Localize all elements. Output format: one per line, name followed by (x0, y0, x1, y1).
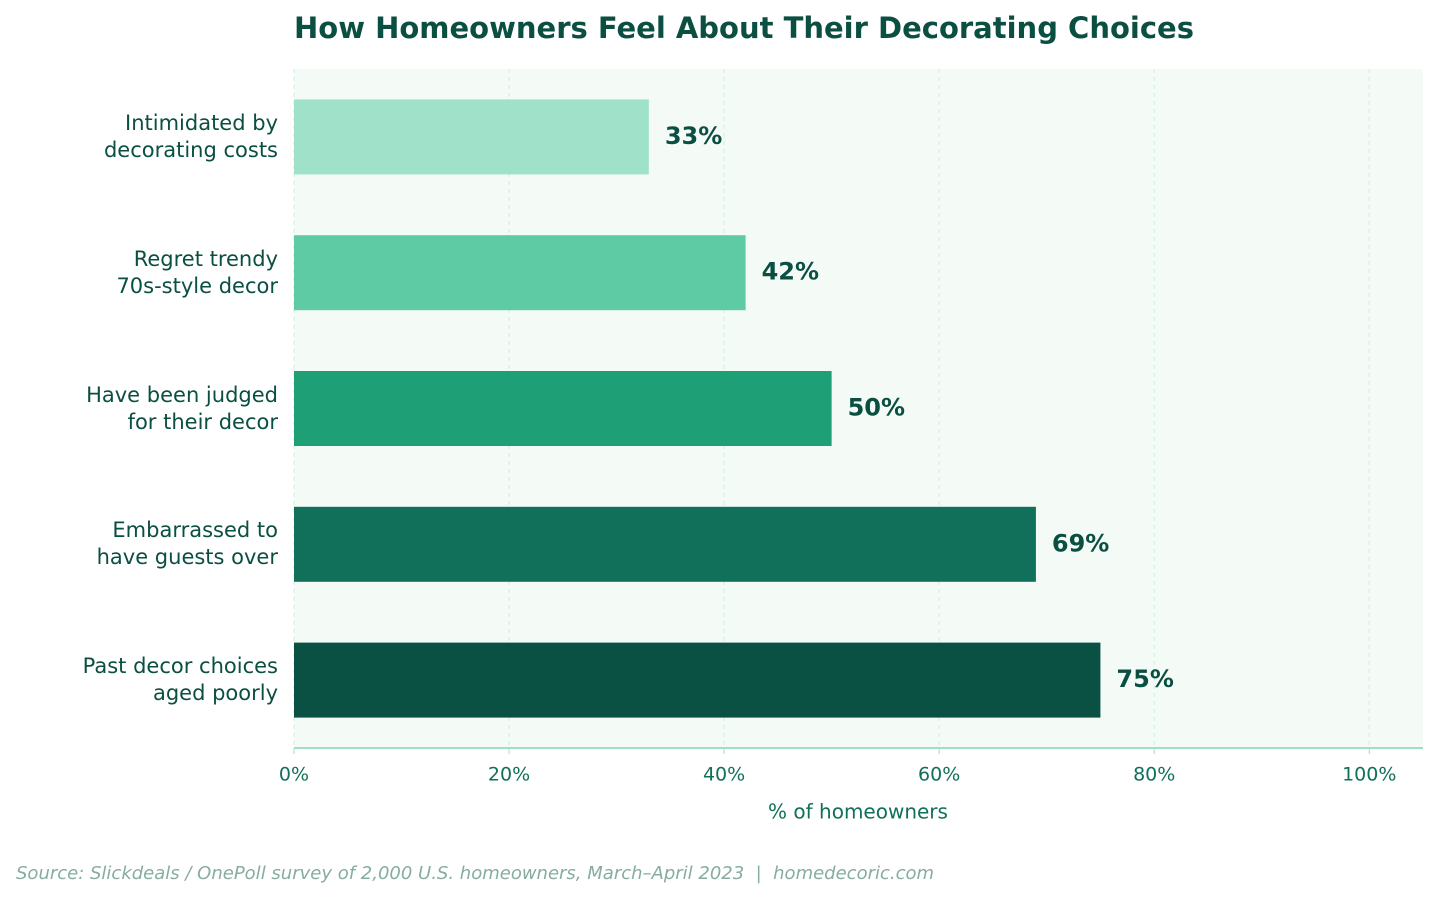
value-label: 42% (762, 258, 819, 286)
y-tick-label: Have been judged for their decor (86, 382, 278, 434)
y-tick-label: Intimidated by decorating costs (103, 110, 278, 162)
x-tick-label: 100% (1342, 764, 1396, 786)
value-label: 50% (848, 394, 905, 422)
y-tick-label: Regret trendy 70s-style decor (116, 246, 278, 298)
bar (294, 235, 746, 311)
x-tick-label: 60% (918, 764, 960, 786)
bar (294, 371, 832, 446)
value-label: 69% (1052, 529, 1109, 557)
chart-title: How Homeowners Feel About Their Decorati… (294, 11, 1194, 45)
bar (294, 506, 1036, 582)
y-tick-label: Embarrassed to have guests over (96, 518, 278, 570)
x-tick-label: 40% (703, 764, 745, 786)
value-label: 75% (1116, 665, 1173, 693)
x-axis-label: % of homeowners (768, 800, 948, 824)
x-tick-label: 20% (488, 764, 530, 786)
x-tick-label: 80% (1133, 764, 1175, 786)
x-tick-label: 0% (279, 764, 309, 786)
y-tick-label: Past decor choices aged poorly (82, 654, 278, 706)
bar (294, 642, 1101, 718)
value-label: 33% (665, 122, 722, 150)
source-note: Source: Slickdeals / OnePoll survey of 2… (16, 863, 934, 884)
bar (294, 99, 649, 175)
